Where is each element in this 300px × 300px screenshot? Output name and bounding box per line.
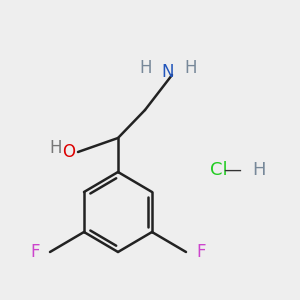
Text: F: F [196, 243, 206, 261]
Text: H: H [252, 161, 266, 179]
Text: H: H [184, 59, 197, 77]
Text: H: H [50, 139, 62, 157]
Text: N: N [162, 63, 174, 81]
Text: —: — [223, 161, 241, 179]
Text: Cl: Cl [210, 161, 228, 179]
Text: F: F [31, 243, 40, 261]
Text: O: O [62, 143, 75, 161]
Text: H: H [140, 59, 152, 77]
